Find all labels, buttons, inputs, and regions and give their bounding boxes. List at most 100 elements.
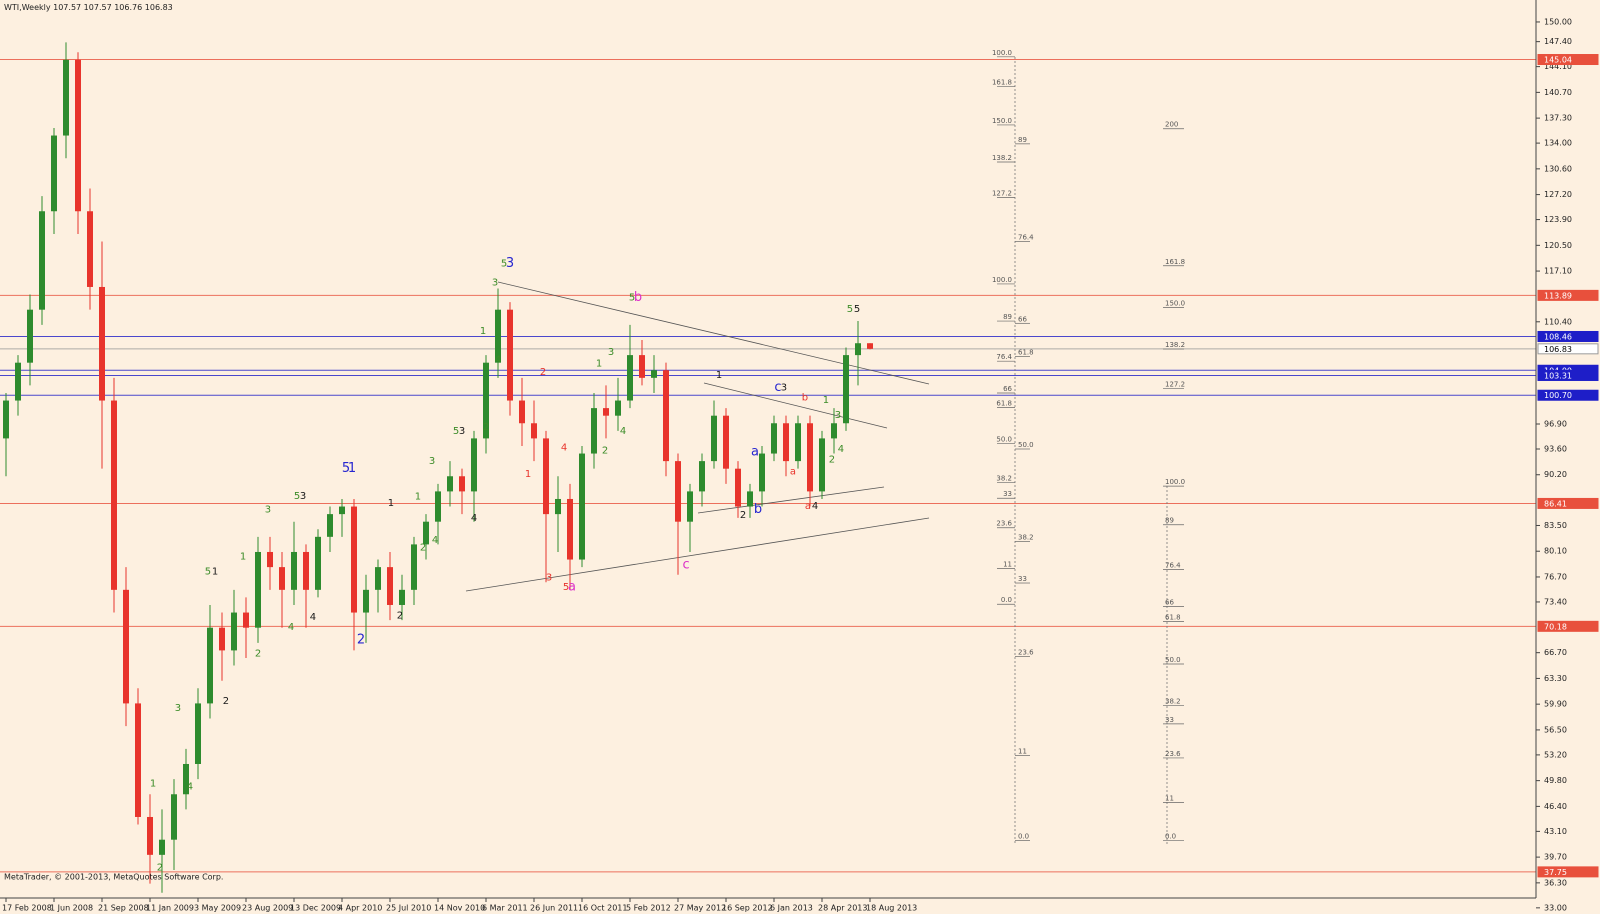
candle-body — [99, 286, 105, 401]
candle-body — [423, 521, 429, 545]
level-badge — [1537, 497, 1599, 509]
wave-label: c — [682, 557, 689, 572]
candle-body — [183, 763, 189, 795]
wave-label: 4 — [838, 444, 844, 455]
fib-label: 11 — [1003, 561, 1012, 569]
wave-label: a — [790, 467, 796, 478]
candle-body — [579, 453, 585, 560]
fib-label: 50.0 — [996, 436, 1012, 444]
fib-label: 23.6 — [1018, 648, 1034, 656]
wave-label: 5 — [847, 304, 853, 315]
level-badge — [1537, 330, 1599, 342]
candle-body — [147, 816, 153, 855]
candle-body — [267, 551, 273, 568]
high-value: 107.57 — [84, 3, 112, 12]
candle-body — [663, 370, 669, 462]
candle-body — [747, 491, 753, 507]
y-tick-label: 147.40 — [1544, 37, 1572, 46]
fib-label: 89 — [1018, 136, 1027, 144]
candle-body — [327, 514, 333, 537]
y-tick-label: 117.10 — [1544, 267, 1572, 276]
fib-label: 150.0 — [992, 117, 1012, 125]
wave-label: 5 — [342, 461, 350, 476]
candle-body — [495, 309, 501, 363]
wave-label: 3 — [506, 256, 514, 271]
y-tick-label: 83.50 — [1544, 521, 1567, 530]
candle-body — [315, 536, 321, 590]
candle-body — [567, 498, 573, 560]
y-tick-label: 59.90 — [1544, 700, 1567, 709]
fib-label: 66 — [1003, 385, 1012, 393]
candle-body — [243, 612, 249, 628]
candle-body — [303, 551, 309, 590]
wave-label: 1 — [150, 779, 156, 790]
candle-body — [231, 612, 237, 651]
fib-label: 100.0 — [992, 49, 1012, 57]
candle-body — [651, 370, 657, 378]
wave-label: 2 — [397, 611, 403, 622]
wave-label: 3 — [175, 703, 181, 714]
candle-body — [279, 567, 285, 590]
wave-label: 1 — [212, 567, 218, 578]
level-badge — [1537, 343, 1599, 355]
fib-label: 0.0 — [1165, 832, 1176, 840]
y-tick-label: 137.30 — [1544, 114, 1572, 123]
level-badge — [1537, 289, 1599, 301]
wave-label: 3 — [835, 410, 841, 421]
x-tick-label: 4 Apr 2010 — [338, 904, 382, 913]
candle-body — [207, 627, 213, 704]
wave-label: 2 — [157, 863, 163, 874]
level-label: 100.70 — [1544, 391, 1572, 400]
level-badge — [1537, 620, 1599, 632]
candle-body — [771, 423, 777, 454]
x-tick-label: 14 Nov 2010 — [434, 904, 485, 913]
wave-label: 4 — [620, 426, 626, 437]
wave-label: 1 — [348, 461, 356, 476]
fib-label: 138.2 — [1165, 341, 1185, 349]
fib-label: 100.0 — [992, 276, 1012, 284]
y-tick-label: 46.40 — [1544, 802, 1567, 811]
x-tick-label: 23 Aug 2009 — [242, 904, 293, 913]
wave-label: c — [774, 380, 781, 395]
level-label: 37.75 — [1544, 868, 1567, 877]
y-tick-label: 130.60 — [1544, 164, 1572, 173]
candle-body — [375, 567, 381, 590]
level-label: 70.18 — [1544, 622, 1567, 631]
y-tick-label: 80.10 — [1544, 547, 1567, 556]
candle-body — [159, 839, 165, 855]
fib-label: 0.0 — [1001, 596, 1012, 604]
candle-body — [15, 362, 21, 401]
candle-body — [123, 589, 129, 704]
fib-label: 23.6 — [1165, 750, 1181, 758]
x-tick-label: 5 Feb 2012 — [626, 904, 671, 913]
wave-label: 4 — [812, 501, 818, 512]
wave-label: 4 — [495, 355, 501, 366]
wave-label: 5 — [854, 304, 860, 315]
candle-body — [339, 506, 345, 515]
candle-body — [171, 794, 177, 840]
wave-label: 3 — [546, 573, 552, 584]
fib-label: 61.8 — [1165, 614, 1181, 622]
trend-line — [697, 486, 885, 514]
candle-body — [399, 589, 405, 605]
y-tick-label: 120.50 — [1544, 241, 1572, 250]
wave-label: 2 — [829, 455, 835, 466]
y-tick-label: 134.00 — [1544, 139, 1572, 148]
candle-body — [807, 423, 813, 492]
candle-body — [759, 453, 765, 492]
wave-label: 3 — [459, 426, 465, 437]
candle-body — [111, 400, 117, 590]
close-value: 106.83 — [145, 3, 173, 12]
level-label: 103.31 — [1544, 371, 1572, 380]
wave-label: 5 — [294, 491, 300, 502]
wave-label: b — [802, 393, 808, 404]
wave-label: 1 — [823, 395, 829, 406]
wave-label: 3 — [300, 491, 306, 502]
candle-body — [795, 423, 801, 462]
wave-label: 4 — [310, 612, 316, 623]
level-badge — [1537, 389, 1599, 401]
y-tick-label: 123.90 — [1544, 215, 1572, 224]
candle-body — [255, 551, 261, 628]
fib-label: 150.0 — [1165, 299, 1185, 307]
